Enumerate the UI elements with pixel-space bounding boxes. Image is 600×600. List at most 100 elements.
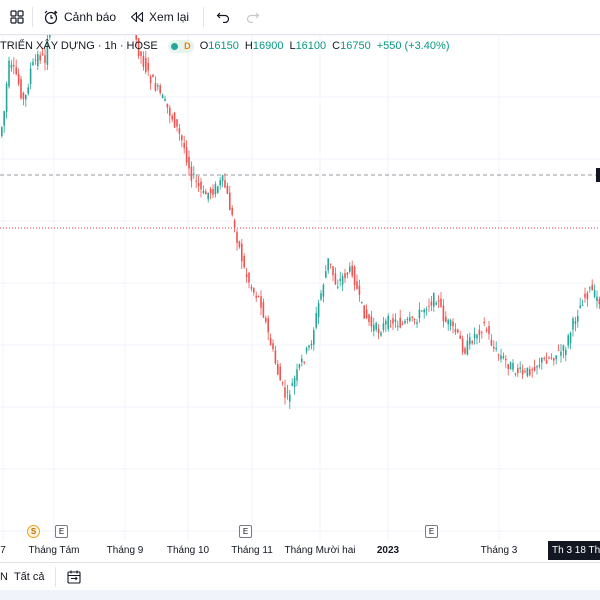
candle-body: [10, 64, 13, 68]
candle-body: [253, 288, 255, 293]
chart-pane[interactable]: [0, 35, 600, 541]
candle-body: [154, 83, 157, 91]
candle-body: [445, 316, 447, 322]
candle-body: [224, 180, 226, 188]
candle-body: [200, 181, 202, 190]
earnings-event-marker[interactable]: E: [55, 525, 68, 538]
candle-body: [349, 266, 351, 272]
candle-body: [466, 340, 469, 355]
candle-body: [181, 135, 183, 141]
candle-body: [255, 295, 257, 298]
candle-body: [401, 323, 404, 325]
time-axis-label: Tháng 11: [231, 545, 273, 556]
candle-body: [579, 305, 581, 309]
candle-body: [440, 298, 442, 307]
candle-body: [15, 67, 17, 75]
candle-body: [521, 369, 524, 375]
candle-body: [140, 51, 142, 56]
candle-body: [236, 232, 238, 244]
close-key: C: [332, 40, 341, 52]
symbol-title[interactable]: TRIỂN XÂY DỰNG · 1h · HOSE: [0, 40, 158, 52]
candle-body: [183, 142, 185, 148]
candles: [1, 35, 600, 409]
candle-body: [385, 320, 387, 325]
range-all-button[interactable]: Tất cả: [13, 571, 45, 583]
dividend-event-marker[interactable]: S: [27, 525, 40, 538]
candle-body: [550, 357, 553, 359]
candle-body: [17, 73, 20, 84]
candle-body: [488, 326, 490, 335]
candle-body: [250, 287, 253, 289]
time-axis-label: Tháng 3: [480, 545, 518, 556]
candle-body: [454, 329, 457, 333]
candle-body: [584, 293, 586, 298]
candle-body: [147, 62, 149, 71]
low-value: 16100: [295, 40, 327, 52]
candle-body: [344, 273, 346, 279]
candle-body: [425, 309, 428, 311]
candle-body: [137, 38, 140, 56]
redo-button[interactable]: [246, 0, 260, 34]
candle-body: [310, 343, 313, 346]
candle-body: [149, 76, 152, 84]
candle-body: [459, 335, 461, 339]
candle-body: [157, 85, 159, 87]
high-key: H: [244, 40, 253, 52]
candle-body: [22, 92, 25, 100]
candle-body: [497, 354, 500, 356]
candle-body: [248, 272, 250, 283]
candle-body: [449, 320, 452, 326]
candle-body: [286, 391, 289, 393]
candle-body: [171, 115, 173, 120]
earnings-event-marker[interactable]: E: [239, 525, 252, 538]
candle-body: [490, 339, 493, 346]
toolbar-separator: [54, 567, 56, 587]
candle-body: [188, 156, 190, 169]
candle-body: [265, 317, 267, 322]
candle-body: [176, 119, 178, 127]
candle-body: [152, 74, 154, 78]
candle-body: [529, 369, 531, 376]
range-fragment[interactable]: N: [0, 571, 8, 583]
candle-body: [346, 272, 349, 275]
layout-grid-button[interactable]: [0, 0, 32, 34]
candle-body: [533, 366, 536, 371]
candle-body: [500, 355, 502, 360]
candle-body: [553, 358, 555, 361]
candle-body: [476, 334, 478, 339]
candle-body: [322, 284, 325, 297]
calendar-range-icon[interactable]: [66, 569, 82, 585]
status-badge[interactable]: D: [167, 39, 194, 53]
alert-button[interactable]: Cảnh báo: [43, 0, 130, 34]
low-key: L: [289, 40, 296, 52]
candle-body: [351, 265, 353, 276]
candle-body: [483, 321, 485, 324]
candle-body: [39, 55, 41, 61]
candle-body: [421, 310, 423, 312]
candle-body: [313, 330, 315, 345]
candle-body: [543, 357, 545, 359]
time-axis-label: Tháng 10: [166, 545, 210, 556]
time-axis-label: 2023: [376, 545, 400, 556]
candle-body: [567, 335, 569, 346]
candle-body: [442, 305, 445, 322]
candle-body: [337, 286, 339, 288]
candle-body: [382, 323, 385, 330]
candle-body: [195, 180, 197, 182]
alarm-clock-icon: [44, 10, 58, 25]
time-axis[interactable]: 7 Tháng Tám Tháng 9 Tháng 10 Tháng 11 Th…: [0, 541, 600, 561]
replay-button[interactable]: Xem lại: [130, 0, 203, 34]
price-chart[interactable]: [0, 35, 600, 541]
time-axis-label: Tháng 9: [106, 545, 144, 556]
candle-body: [8, 60, 10, 87]
replay-label: Xem lại: [149, 10, 190, 24]
close-value: 16750: [340, 40, 371, 52]
candle-body: [461, 338, 464, 352]
candle-body: [25, 95, 27, 100]
candle-body: [433, 293, 435, 307]
candle-body: [591, 284, 593, 291]
candle-body: [478, 329, 481, 336]
candle-body: [169, 107, 171, 116]
earnings-event-marker[interactable]: E: [425, 525, 438, 538]
undo-button[interactable]: [216, 0, 246, 34]
